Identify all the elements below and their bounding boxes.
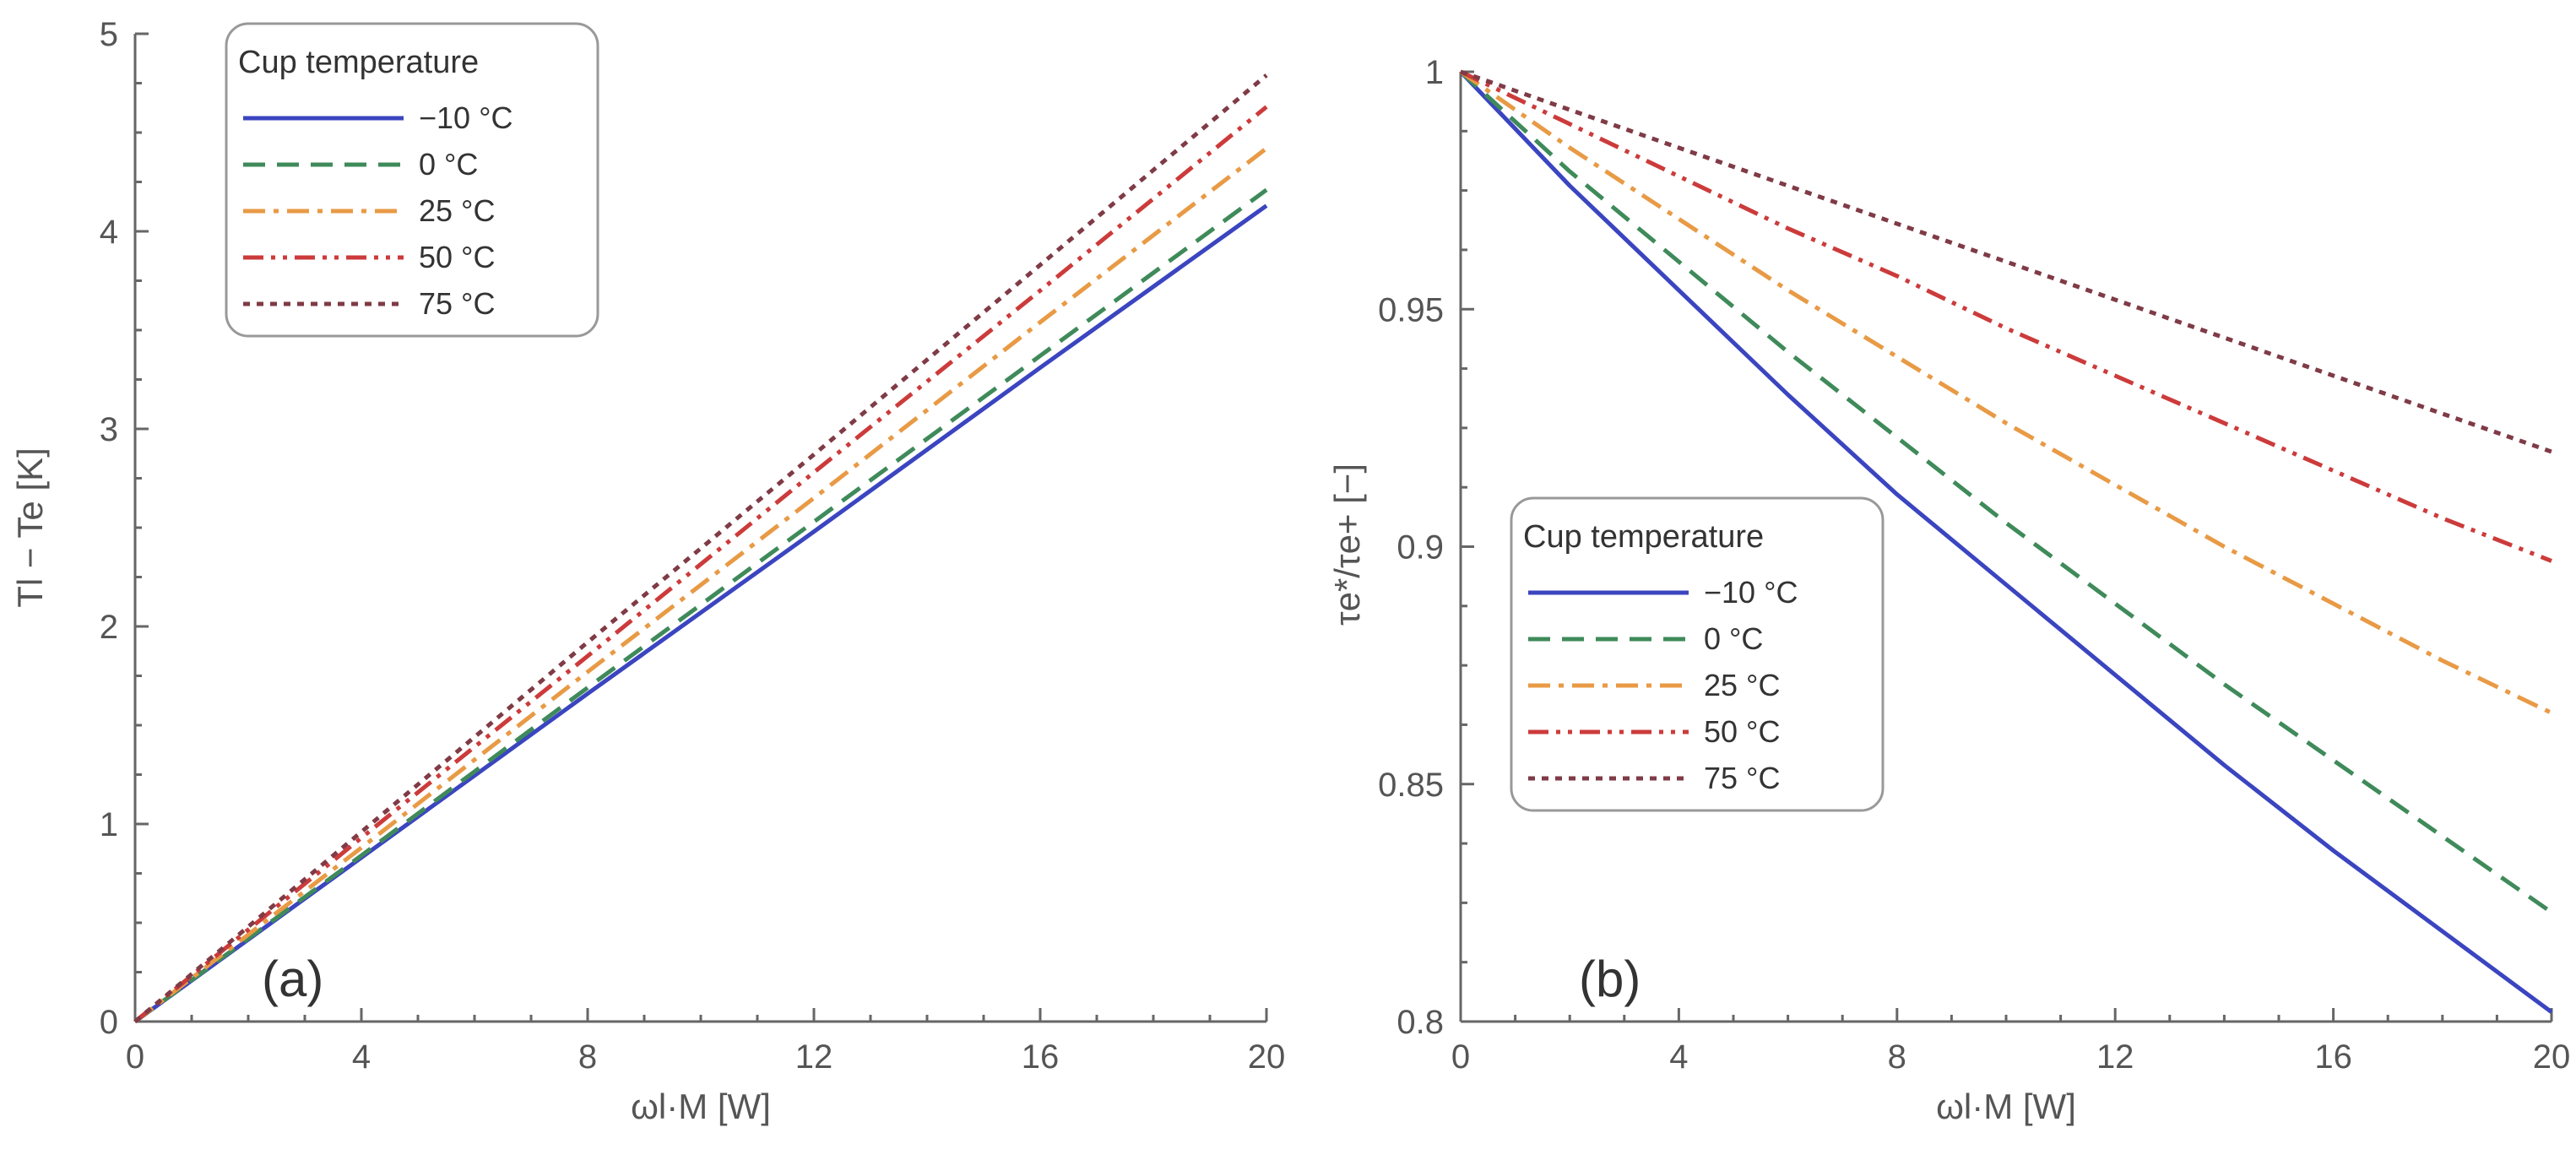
series-line-4 [1459, 69, 2552, 563]
x-tick-label: 16 [2314, 1038, 2352, 1076]
x-tick-label: 12 [795, 1038, 833, 1076]
chart-panel-b: 0 4 8 12 16 20 0.8 0.85 0.9 0.95 1 ωl·M [W] τe*/τ… [1327, 54, 2570, 1126]
x-tick-label: 12 [2096, 1038, 2134, 1076]
y-tick-label: 3 [100, 411, 118, 448]
legend-label: −10 °C [419, 100, 512, 135]
panel-a-series [133, 73, 1268, 1024]
x-tick-label: 8 [578, 1038, 597, 1076]
panel-a-x-ticks: 0 4 8 12 16 20 [126, 1008, 1285, 1076]
panel-a-legend: Cup temperature −10 °C 0 °C 25 °C 50 °C 75 °C [225, 22, 599, 338]
panel-b-series [1459, 69, 2553, 1014]
series-line-3 [1459, 69, 2553, 715]
y-tick-label: 2 [100, 609, 118, 646]
legend-title: Cup temperature [1523, 519, 1764, 555]
panel-b-x-axis-title: ωl·M [W] [1936, 1087, 2076, 1126]
legend-label: 75 °C [419, 286, 495, 321]
y-tick-label: 0 [100, 1004, 118, 1041]
panel-a-x-axis-title: ωl·M [W] [631, 1087, 771, 1126]
legend-label: 0 °C [1704, 621, 1763, 656]
legend-box [225, 22, 599, 338]
series-line-5 [1460, 69, 2552, 454]
legend-label: −10 °C [1704, 575, 1798, 610]
x-tick-label: 0 [1451, 1038, 1470, 1076]
x-tick-label: 4 [1669, 1038, 1688, 1076]
legend-label: 0 °C [419, 147, 478, 182]
legend-title: Cup temperature [238, 45, 479, 80]
series-line-4 [133, 105, 1268, 1023]
y-tick-label: 4 [100, 214, 118, 251]
x-tick-label: 8 [1888, 1038, 1906, 1076]
x-tick-label: 0 [126, 1038, 144, 1076]
series-line-2 [1459, 70, 2553, 914]
series-line-3 [133, 146, 1268, 1023]
series-line-1 [133, 203, 1268, 1024]
y-tick-label: 0.9 [1396, 529, 1444, 566]
x-tick-label: 4 [352, 1038, 371, 1076]
panel-b-x-ticks: 0 4 8 12 16 20 [1451, 1008, 2570, 1076]
panel-a-label: (a) [262, 951, 323, 1007]
x-tick-label: 16 [1022, 1038, 1060, 1076]
panel-b-y-ticks: 0.8 0.85 0.9 0.95 1 [1378, 54, 1474, 1041]
panel-b-label: (b) [1579, 951, 1641, 1007]
x-tick-label: 20 [1248, 1038, 1286, 1076]
y-tick-label: 1 [1425, 54, 1444, 91]
legend-label: 50 °C [1704, 714, 1780, 749]
panel-a-y-axis-title: Tl − Te [K] [10, 447, 50, 607]
panel-a-y-ticks: 0 1 2 3 4 5 [100, 16, 149, 1041]
legend-label: 50 °C [419, 240, 495, 274]
y-tick-label: 0.95 [1378, 291, 1444, 328]
y-tick-label: 5 [100, 16, 118, 53]
legend-box [1510, 496, 1885, 812]
y-tick-label: 0.8 [1396, 1004, 1444, 1041]
panel-b-legend: Cup temperature −10 °C 0 °C 25 °C 50 °C 75 °C [1510, 496, 1885, 812]
series-line-5 [133, 73, 1268, 1023]
legend-label: 75 °C [1704, 761, 1780, 795]
panel-b-y-axis-title: τe*/τe+ [−] [1327, 463, 1367, 626]
x-tick-label: 20 [2533, 1038, 2571, 1076]
series-line-1 [1459, 70, 2553, 1014]
legend-label: 25 °C [1704, 668, 1780, 702]
y-tick-label: 0.85 [1378, 767, 1444, 804]
y-tick-label: 1 [100, 806, 118, 843]
legend-label: 25 °C [419, 193, 495, 228]
